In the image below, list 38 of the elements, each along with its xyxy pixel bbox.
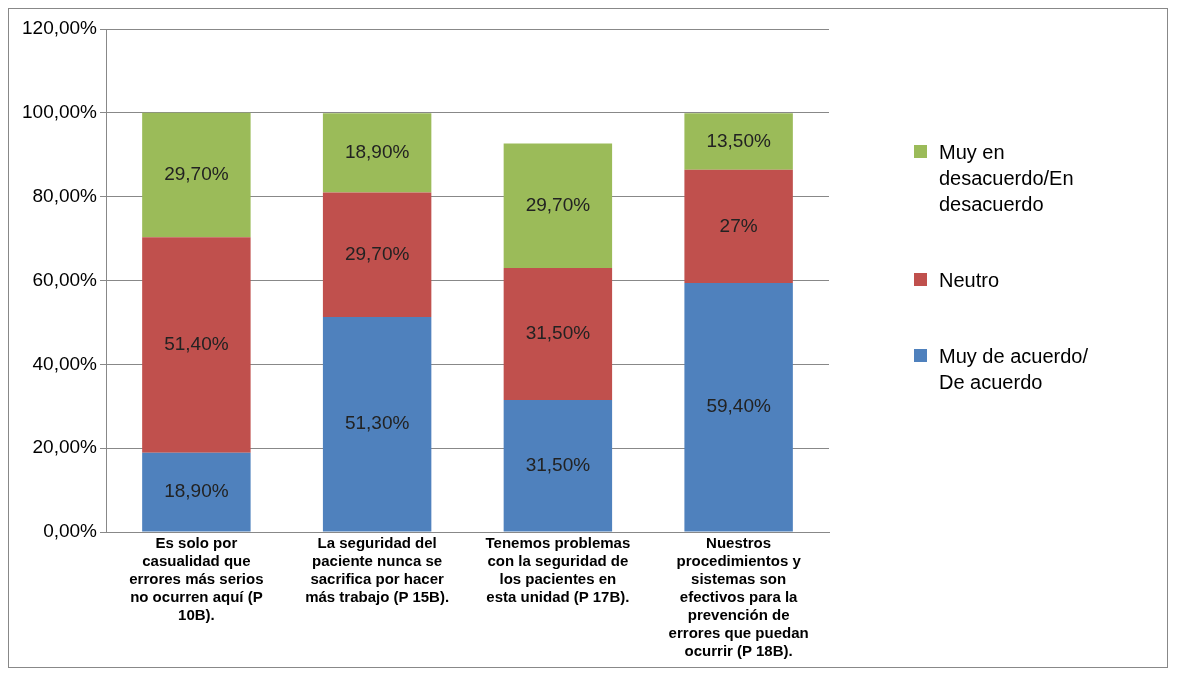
legend-label: Neutro (939, 268, 1001, 293)
x-tick-label: La seguridad del paciente nunca se sacrifica por hacer más trabajo (P 15B). (305, 534, 450, 606)
y-tick-label: 40,00% (32, 352, 98, 374)
bar (322, 316, 432, 532)
data-label: 27% (719, 214, 758, 236)
bar (322, 113, 432, 193)
data-label: 51,40% (164, 333, 229, 355)
bar (322, 192, 432, 317)
bar (503, 399, 613, 532)
bar (684, 113, 793, 170)
data-label: 29,70% (525, 193, 591, 215)
bar (142, 452, 251, 532)
legend-label: Muy en desacuerdo/En desacuerdo (939, 140, 1075, 217)
data-label: 29,70% (344, 242, 410, 264)
data-label: 13,50% (706, 129, 771, 151)
bar (684, 169, 793, 284)
x-tick-label: Tenemos problemas con la seguridad de los pacientes en esta unidad (P 17B). (485, 534, 631, 606)
y-tick-label: 60,00% (32, 268, 98, 290)
y-tick-label: 80,00% (32, 184, 98, 206)
x-tick-label: Nuestros procedimientos y sistemas son efectivos para la prevención de errores que puedan ocurrir (P 18B). (668, 534, 809, 660)
y-tick-label: 100,00% (21, 101, 98, 123)
x-tick-label: Es solo por casualidad que errores más serios no ocurren aquí (P 10B). (129, 534, 264, 624)
data-label: 18,90% (164, 480, 229, 502)
legend-label: Muy de acuerdo/ De acuerdo (939, 344, 1089, 395)
data-label: 18,90% (344, 141, 410, 163)
bar (142, 237, 251, 453)
data-label: 29,70% (164, 163, 229, 185)
bar (142, 112, 251, 238)
data-label: 31,50% (525, 453, 591, 475)
bar (503, 267, 613, 400)
y-tick-label: 20,00% (32, 436, 98, 458)
y-tick-label: 0,00% (43, 520, 98, 542)
data-label: 59,40% (706, 395, 771, 417)
data-label: 51,30% (344, 412, 410, 434)
data-label: 31,50% (525, 322, 591, 344)
bar (684, 283, 793, 532)
y-tick-label: 120,00% (21, 17, 98, 39)
bar (503, 143, 613, 268)
